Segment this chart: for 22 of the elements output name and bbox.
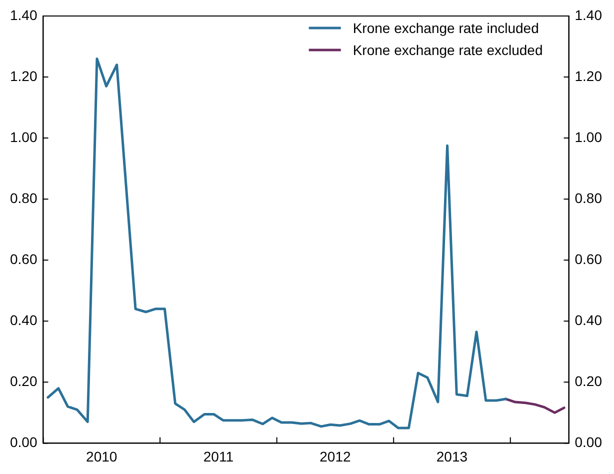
y-tick-label: 1.20: [10, 68, 38, 84]
y2-tick-label: 0.00: [574, 434, 602, 450]
y-tick-label: 0.60: [10, 250, 38, 267]
y2-tick-label: 1.00: [574, 128, 602, 145]
y2-tick-label: 0.60: [574, 250, 602, 267]
y-tick-label: 1.40: [10, 6, 38, 23]
y2-tick-label: 0.20: [574, 373, 602, 390]
x-tick-label: 2013: [436, 448, 468, 464]
x-tick-label: 2011: [203, 448, 234, 464]
y-tick-label: 0.00: [10, 434, 38, 450]
legend-label: Krone exchange rate excluded: [352, 42, 543, 58]
y2-tick-label: 0.40: [574, 312, 602, 328]
y-tick-label: 0.20: [10, 373, 38, 390]
y2-tick-label: 1.40: [574, 6, 602, 23]
y-tick-label: 0.40: [10, 312, 38, 328]
y2-tick-label: 1.20: [574, 68, 602, 84]
y-tick-label: 1.00: [10, 128, 38, 145]
x-tick-label: 2012: [320, 448, 351, 464]
x-tick-label: 2010: [86, 448, 118, 464]
y-tick-label: 0.80: [10, 190, 38, 206]
legend-label: Krone exchange rate included: [352, 20, 539, 36]
y2-tick-label: 0.80: [574, 190, 602, 206]
